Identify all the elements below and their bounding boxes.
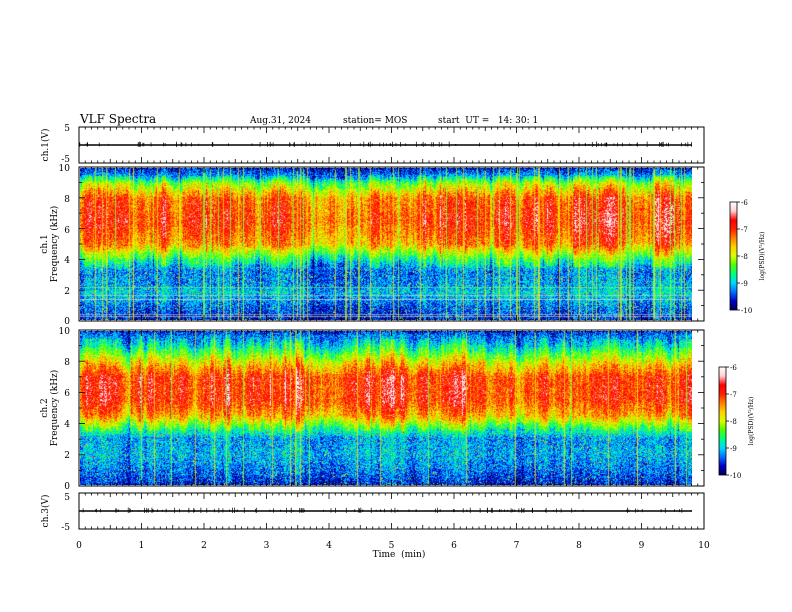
x-tick-label: 9 <box>639 541 645 551</box>
date-label: Aug.31, 2024 <box>249 116 311 126</box>
ch1-freq-tick-2: 2 <box>64 287 70 297</box>
ch2-cb-tick-m9: -9 <box>730 445 737 453</box>
ch1-ytick-top: 5 <box>64 124 70 134</box>
ch2-spectrogram-ylabel-line1: ch.2 <box>40 398 50 417</box>
x-tick-label: 10 <box>698 541 710 551</box>
ch2-freq-tick-2: 2 <box>64 451 70 461</box>
figure-title: VLF Spectra <box>79 112 156 126</box>
ch1-freq-tick-0: 0 <box>64 317 70 327</box>
ch1-freq-tick-8: 8 <box>64 195 70 205</box>
ch2-freq-tick-10: 10 <box>59 327 71 337</box>
ch1-voltage-spikes <box>78 141 692 148</box>
ch2-freq-tick-0: 0 <box>64 482 70 492</box>
ch2-freq-tick-8: 8 <box>64 358 70 368</box>
ch1-cb-tick-m9: -9 <box>741 280 748 288</box>
x-tick-label: 4 <box>326 541 332 551</box>
ch2-spectrogram-ticks <box>78 329 705 487</box>
x-axis-label: Time (min) <box>373 549 426 560</box>
ch1-spectrogram-ylabel-line2: Frequency (kHz) <box>49 206 60 283</box>
ch1-cb-tick-m6: -6 <box>741 199 748 207</box>
ch1-spectrogram-panel: 0 2 4 6 8 10 ch.1 Frequency (kHz) <box>40 164 705 327</box>
ch1-freq-tick-6: 6 <box>64 226 70 236</box>
start-time-label: start UT = 14: 30: 1 <box>438 116 538 126</box>
ch3-voltage-panel: 5 -5 ch.3(V) <box>40 492 705 533</box>
ch2-freq-tick-6: 6 <box>64 389 70 399</box>
ch3-ytick-bottom: -5 <box>61 523 70 533</box>
ch2-colorbar-label: log(PSD)(V²/Hz) <box>748 397 755 446</box>
ch1-spectrogram-ticks <box>78 166 705 322</box>
ch1-colorbar-label: log(PSD)(V²/Hz) <box>759 232 766 281</box>
x-axis-tick-labels: 0 1 2 3 4 5 6 7 8 9 10 <box>76 541 710 551</box>
ch1-cb-tick-m8: -8 <box>741 253 748 261</box>
ch1-ytick-bottom: -5 <box>61 155 70 165</box>
ch2-cb-tick-m10: -10 <box>730 472 741 480</box>
ch1-cb-tick-m10: -10 <box>741 307 752 315</box>
x-tick-label: 2 <box>201 541 207 551</box>
x-tick-label: 5 <box>389 541 395 551</box>
ch2-spectrogram-ylabel-line2: Frequency (kHz) <box>49 370 60 447</box>
ch1-spectrogram-ylabel-line1: ch.1 <box>40 234 50 253</box>
ch1-cb-tick-m7: -7 <box>741 226 748 234</box>
station-label: station= MOS <box>343 116 407 126</box>
ch1-voltage-panel: 5 -5 ch.1(V) <box>40 124 705 165</box>
ch2-cb-tick-m8: -8 <box>730 418 737 426</box>
ch1-voltage-ylabel: ch.1(V) <box>40 129 51 162</box>
ch1-voltage-xticks <box>78 127 705 163</box>
ch2-cb-tick-m7: -7 <box>730 391 737 399</box>
ch1-colorbar-scale <box>729 201 738 311</box>
ch2-cb-tick-m6: -6 <box>730 364 737 372</box>
ch2-colorbar-scale <box>718 366 727 476</box>
ch1-colorbar: -6 -7 -8 -9 -10 log(PSD)(V²/Hz) <box>729 199 766 315</box>
ch3-voltage-spikes <box>78 507 692 514</box>
ch3-ytick-top: 5 <box>64 493 70 503</box>
ch2-freq-tick-4: 4 <box>64 420 70 430</box>
ch2-spectrogram-image <box>80 331 692 485</box>
ch1-freq-tick-10: 10 <box>59 164 71 174</box>
x-tick-label: 0 <box>76 541 82 551</box>
ch2-colorbar-ticks <box>726 366 729 476</box>
ch1-spectrogram-image <box>80 168 692 320</box>
ch3-voltage-ylabel: ch.3(V) <box>40 495 51 528</box>
x-tick-label: 7 <box>514 541 520 551</box>
ch1-colorbar-ticks <box>737 201 740 311</box>
x-tick-label: 3 <box>264 541 270 551</box>
ch2-spectrogram-panel: 0 2 4 6 8 10 ch.2 Frequency (kHz) <box>40 327 705 492</box>
ch3-voltage-xticks <box>78 493 705 529</box>
x-tick-label: 6 <box>451 541 457 551</box>
x-tick-label: 8 <box>576 541 582 551</box>
ch2-colorbar: -6 -7 -8 -9 -10 log(PSD)(V²/Hz) <box>718 364 755 480</box>
ch1-freq-tick-4: 4 <box>64 256 70 266</box>
x-tick-label: 1 <box>139 541 145 551</box>
